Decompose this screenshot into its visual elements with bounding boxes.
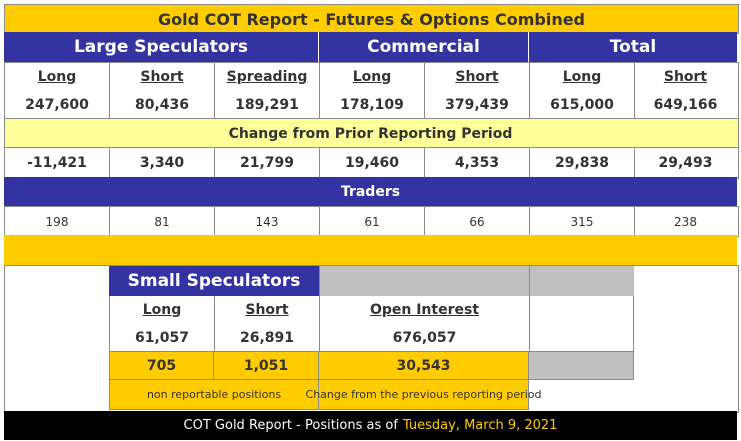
column-header: Long xyxy=(562,69,602,85)
change-value: 21,799 xyxy=(214,148,319,178)
open-interest-change: 30,543 xyxy=(319,351,529,380)
column-header: Open Interest xyxy=(369,301,480,318)
traders-value: 238 xyxy=(634,207,736,236)
change-label-row: Change from Prior Reporting Period xyxy=(4,118,739,149)
small-long-col: Long 61,057 xyxy=(109,296,214,351)
grey-cell xyxy=(529,351,634,380)
change-value: 3,340 xyxy=(109,148,214,178)
grey-cell xyxy=(529,266,634,296)
change-value: 19,460 xyxy=(319,148,424,178)
position-value: 649,166 xyxy=(653,97,718,113)
footer-text: COT Gold Report - Positions as of Tuesda… xyxy=(4,411,737,440)
small-long-value: 61,057 xyxy=(134,329,190,346)
change-value: -11,421 xyxy=(27,155,87,171)
report-title: Gold COT Report - Futures & Options Comb… xyxy=(157,9,586,29)
traders-value: 315 xyxy=(529,207,634,236)
small-short-col: Short 26,891 xyxy=(214,296,319,351)
col-large-short: Short 80,436 xyxy=(109,63,214,119)
traders-value: 143 xyxy=(214,207,319,236)
col-large-long: Long 247,600 xyxy=(5,63,109,119)
position-value: 247,600 xyxy=(25,97,89,113)
open-interest-value: 676,057 xyxy=(392,329,457,346)
open-interest-col: Open Interest 676,057 xyxy=(319,296,529,351)
section-header-row: Large Speculators Commercial Total xyxy=(4,32,737,62)
position-value: 189,291 xyxy=(235,97,299,113)
small-short-value: 26,891 xyxy=(239,329,295,346)
change-values-row: -11,421 3,340 21,799 19,460 4,353 29,838… xyxy=(4,147,739,179)
small-speculators-note: non reportable positions xyxy=(109,380,319,410)
change-value: 29,838 xyxy=(529,148,634,178)
col-commercial-long: Long 178,109 xyxy=(319,63,424,119)
title-bar: Gold COT Report - Futures & Options Comb… xyxy=(4,4,739,34)
empty-cell xyxy=(529,296,634,351)
position-value: 615,000 xyxy=(550,97,614,113)
position-value: 379,439 xyxy=(445,97,509,113)
column-header: Spreading xyxy=(226,69,308,85)
small-long-change: 705 xyxy=(109,351,214,380)
column-header: Short xyxy=(663,69,708,85)
open-interest-note: Change from the previous reporting perio… xyxy=(306,380,541,410)
column-header: Short xyxy=(245,301,289,318)
small-short-change: 1,051 xyxy=(214,351,319,380)
position-value: 80,436 xyxy=(134,97,190,113)
section-large-speculators: Large Speculators xyxy=(73,37,249,57)
col-total-short: Short 649,166 xyxy=(634,63,736,119)
position-value: 178,109 xyxy=(340,97,404,113)
column-header: Long xyxy=(37,69,77,85)
small-speculators-block: Small Speculators Long 61,057 Short 26,8… xyxy=(4,265,739,413)
spacer-bar xyxy=(4,235,737,265)
traders-value: 61 xyxy=(319,207,424,236)
traders-label: Traders xyxy=(340,183,401,200)
change-value: 29,493 xyxy=(634,148,736,178)
column-header: Short xyxy=(455,69,499,85)
change-label: Change from Prior Reporting Period xyxy=(228,125,513,142)
change-value: 4,353 xyxy=(424,148,529,178)
positions-row: Long 247,600 Short 80,436 Spreading 189,… xyxy=(4,62,739,120)
footer-date: Tuesday, March 9, 2021 xyxy=(402,418,558,433)
section-commercial: Commercial xyxy=(318,32,528,62)
column-header: Long xyxy=(142,301,182,318)
column-header: Long xyxy=(352,69,392,85)
traders-label-row: Traders xyxy=(4,177,737,206)
traders-value: 81 xyxy=(109,207,214,236)
col-large-spreading: Spreading 189,291 xyxy=(214,63,319,119)
section-total: Total xyxy=(528,32,737,62)
cot-report-table: Gold COT Report - Futures & Options Comb… xyxy=(4,4,739,440)
small-speculators-title: Small Speculators xyxy=(109,266,319,296)
col-total-long: Long 615,000 xyxy=(529,63,634,119)
traders-value: 66 xyxy=(424,207,529,236)
column-header: Short xyxy=(140,69,184,85)
traders-values-row: 198 81 143 61 66 315 238 xyxy=(4,206,739,237)
col-commercial-short: Short 379,439 xyxy=(424,63,529,119)
footer-bar: COT Gold Report - Positions as of Tuesda… xyxy=(4,411,737,440)
traders-value: 198 xyxy=(45,214,69,229)
footer-prefix: COT Gold Report - Positions as of xyxy=(183,418,398,433)
grey-cell xyxy=(319,266,529,296)
